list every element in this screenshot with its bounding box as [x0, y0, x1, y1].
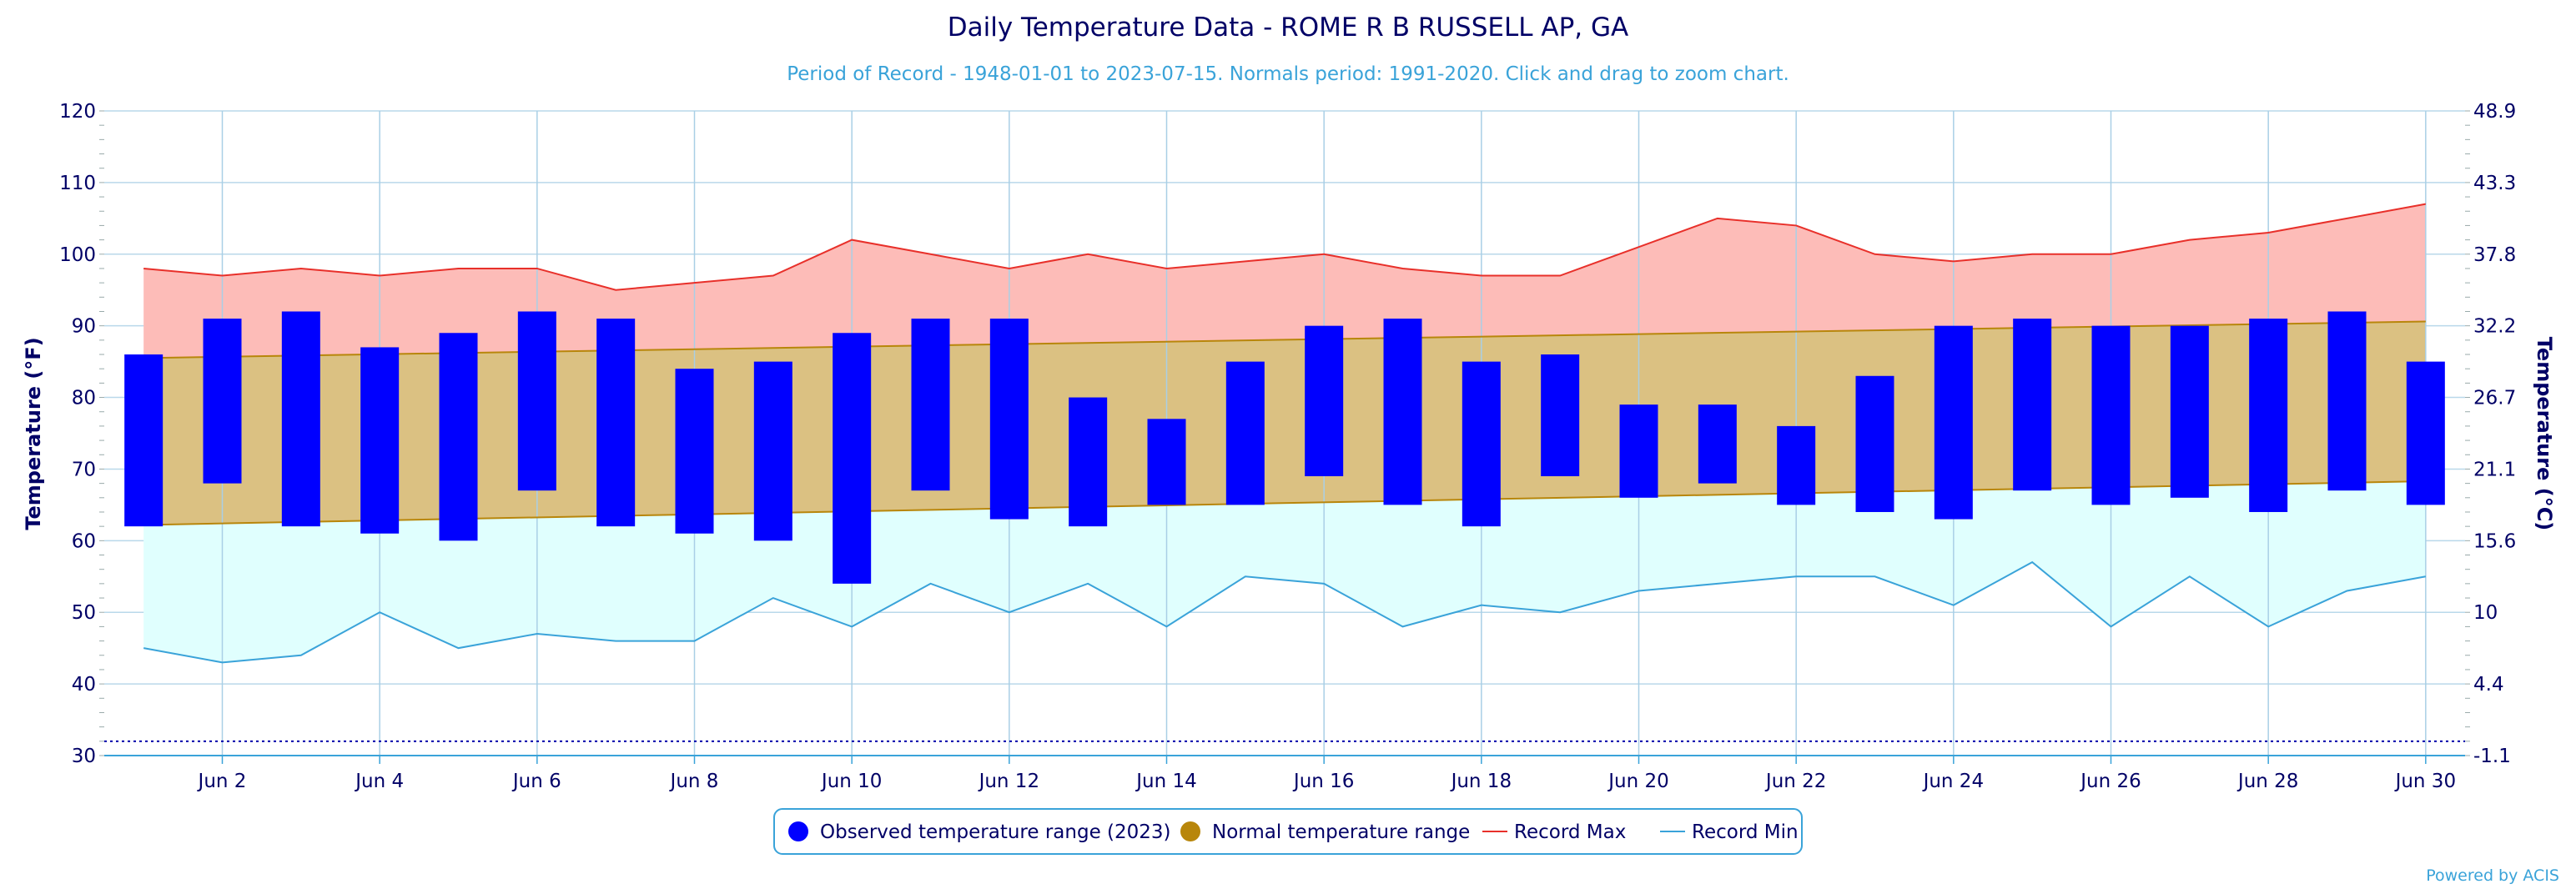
legend-marker: [1180, 821, 1200, 841]
y-tick-label-left: 100: [59, 244, 96, 266]
x-tick-label: Jun 4: [354, 771, 404, 792]
observed-bar[interactable]: [2091, 325, 2131, 505]
observed-bar[interactable]: [753, 361, 792, 541]
x-tick-label: Jun 30: [2394, 771, 2457, 792]
y-tick-label-right: 15.6: [2473, 530, 2516, 552]
y-tick-label-left: 40: [72, 674, 96, 696]
observed-bar[interactable]: [1541, 354, 1580, 477]
record-max-line: [143, 203, 2427, 291]
y-tick-label-left: 110: [59, 173, 96, 194]
x-tick-label: Jun 24: [1922, 771, 1985, 792]
legend-item-label[interactable]: Normal temperature range: [1212, 821, 1470, 843]
chart-subtitle: Period of Record - 1948-01-01 to 2023-07…: [787, 63, 1789, 85]
observed-bar[interactable]: [1777, 425, 1816, 505]
y-tick-label-right: 48.9: [2473, 101, 2516, 123]
legend-marker: [788, 821, 808, 841]
observed-bar[interactable]: [1855, 375, 1894, 512]
observed-bar[interactable]: [281, 311, 320, 527]
x-tick-label: Jun 12: [978, 771, 1040, 792]
observed-bar[interactable]: [2406, 361, 2445, 505]
x-tick-label: Jun 14: [1135, 771, 1197, 792]
observed-bar[interactable]: [1225, 361, 1265, 505]
x-tick-label: Jun 22: [1764, 771, 1827, 792]
y-tick-label-right: 37.8: [2473, 244, 2516, 266]
observed-bar[interactable]: [1462, 361, 1501, 527]
x-tick-label: Jun 6: [511, 771, 561, 792]
y-tick-label-right: 32.2: [2473, 316, 2516, 338]
y-tick-label-left: 80: [72, 388, 96, 409]
plot-area[interactable]: [99, 110, 2470, 764]
observed-bar[interactable]: [124, 354, 164, 527]
normal-range-band: [143, 321, 2426, 525]
chart-title: Daily Temperature Data - ROME R B RUSSEL…: [948, 13, 1628, 43]
legend-item-label[interactable]: Observed temperature range (2023): [820, 821, 1171, 843]
y-tick-label-right: -1.1: [2473, 746, 2511, 767]
observed-bar[interactable]: [517, 311, 556, 491]
x-tick-label: Jun 20: [1607, 771, 1669, 792]
record-min-band: [143, 481, 2426, 663]
y-tick-label-left: 30: [72, 746, 96, 767]
observed-bar[interactable]: [360, 347, 400, 534]
x-tick-label: Jun 2: [197, 771, 247, 792]
observed-bar[interactable]: [1147, 419, 1186, 505]
x-tick-label: Jun 18: [1450, 771, 1512, 792]
observed-bar[interactable]: [1934, 325, 1973, 520]
observed-bar[interactable]: [2170, 325, 2209, 498]
observed-bar[interactable]: [1305, 325, 1344, 477]
observed-bar[interactable]: [1069, 397, 1108, 527]
observed-bar[interactable]: [203, 319, 242, 484]
credit-text[interactable]: Powered by ACIS: [2426, 866, 2559, 885]
observed-bar[interactable]: [675, 369, 714, 534]
y-tick-label-right: 26.7: [2473, 388, 2516, 409]
y-tick-label-left: 70: [72, 459, 96, 480]
y-axis-title-right: Temperature (°C): [2533, 337, 2556, 531]
legend: Observed temperature range (2023) Normal …: [773, 808, 1803, 855]
x-tick-label: Jun 16: [1292, 771, 1355, 792]
observed-bar[interactable]: [911, 319, 950, 491]
observed-bar[interactable]: [1383, 319, 1422, 505]
y-tick-label-right: 4.4: [2473, 674, 2504, 696]
legend-box: [773, 808, 1803, 855]
legend-item-label[interactable]: Record Max: [1514, 821, 1626, 843]
record-max-band: [143, 203, 2426, 359]
observed-bar[interactable]: [596, 319, 636, 527]
observed-bar[interactable]: [2249, 319, 2288, 512]
y-tick-label-left: 60: [72, 530, 96, 552]
observed-bar[interactable]: [833, 333, 872, 584]
y-tick-label-right: 21.1: [2473, 459, 2516, 480]
x-tick-label: Jun 10: [820, 771, 883, 792]
y-tick-label-right: 10: [2473, 602, 2498, 624]
legend-item-label[interactable]: Record Min: [1692, 821, 1799, 843]
observed-bar[interactable]: [439, 333, 478, 541]
x-tick-label: Jun 26: [2079, 771, 2141, 792]
observed-bar[interactable]: [1698, 404, 1737, 484]
record-min-line: [143, 560, 2427, 664]
x-tick-label: Jun 8: [669, 771, 719, 792]
y-tick-label-left: 50: [72, 602, 96, 624]
observed-bar[interactable]: [989, 319, 1029, 520]
y-tick-label-left: 90: [72, 316, 96, 338]
y-axis-title-left: Temperature (°F): [22, 337, 45, 530]
y-tick-label-left: 120: [59, 101, 96, 123]
x-tick-label: Jun 28: [2236, 771, 2299, 792]
y-tick-label-right: 43.3: [2473, 173, 2516, 194]
observed-bar[interactable]: [2327, 311, 2367, 491]
observed-bar[interactable]: [2013, 319, 2052, 491]
observed-bar[interactable]: [1619, 404, 1658, 498]
